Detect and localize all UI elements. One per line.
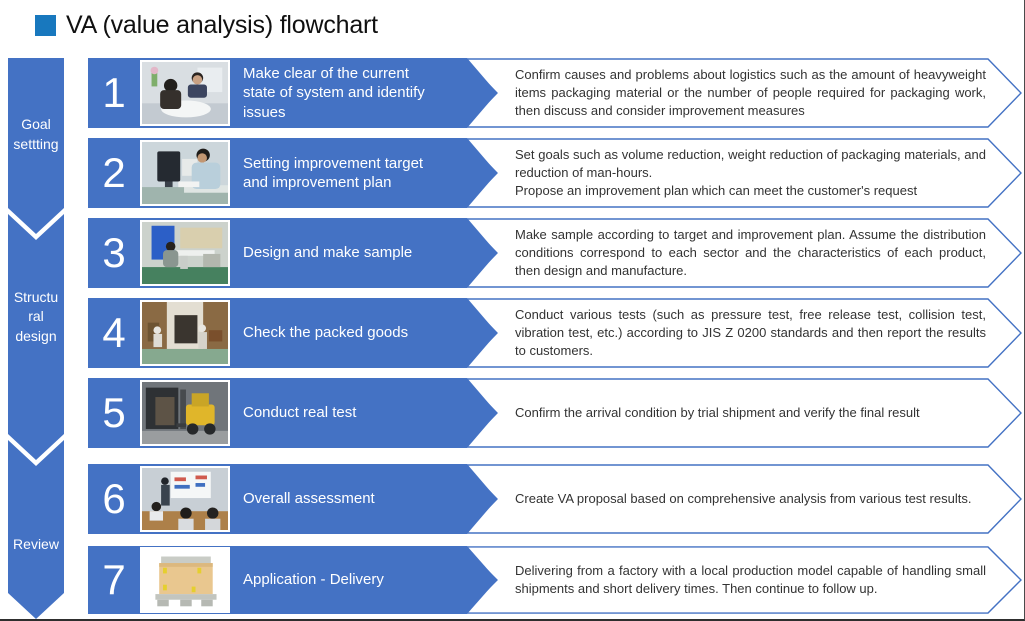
step-number: 7 <box>102 556 126 603</box>
step-description: Create VA proposal based on comprehensiv… <box>515 491 972 507</box>
step-number: 3 <box>102 229 126 276</box>
chevron-outline-icon <box>463 378 1022 448</box>
step-title: Make clear of the current state of syste… <box>243 64 425 121</box>
title-bullet-icon <box>35 15 56 36</box>
step-title: Overall assessment <box>243 490 375 508</box>
chevron-outline-icon <box>463 546 1022 614</box>
step-title: Conduct real test <box>243 404 357 422</box>
chevron-outline-icon <box>463 464 1022 534</box>
step-row-6: 6 Overall assessment <box>88 464 1022 534</box>
sample-making-photo <box>140 220 230 286</box>
step-description-shape-7: Delivering from a factory with a local p… <box>463 546 1022 614</box>
step-description-shape-5: Confirm the arrival condition by trial s… <box>463 378 1022 448</box>
step-description: Make sample according to target and impr… <box>515 227 986 278</box>
step-title: Design and make sample <box>243 244 413 262</box>
step-description-shape-2: Set goals such as volume reduction, weig… <box>463 138 1022 208</box>
step-row-5: 5 Conduct real test <box>88 378 1022 448</box>
step-row-1: 1 Make clear of the current state of sys… <box>88 58 1022 128</box>
forklift-shipment-photo <box>140 380 230 446</box>
chevron-outline-icon <box>463 218 1022 288</box>
step-arrow-1: 1 Make clear of the current state of sys… <box>88 58 497 128</box>
step-title: Check the packed goods <box>243 324 409 342</box>
step-arrow-5: 5 Conduct real test <box>88 378 497 448</box>
step-arrow-2: 2 Setting improvement target and improve… <box>88 138 497 208</box>
phase-label: Review <box>13 535 59 552</box>
step-number: 1 <box>102 69 126 116</box>
phase-arrow-review: Review <box>8 440 64 619</box>
step-number: 4 <box>102 309 126 356</box>
step-description-shape-3: Make sample according to target and impr… <box>463 218 1022 288</box>
meeting-photo <box>140 60 230 126</box>
step-row-4: 4 Check the packed goods <box>88 298 1022 368</box>
step-row-7: 7 Application - Delivery <box>88 546 1022 614</box>
chevron-outline-icon <box>463 298 1022 368</box>
step-title: Setting improvement target and improveme… <box>243 154 424 191</box>
chevron-outline-icon <box>463 58 1022 128</box>
step-description: Confirm causes and problems about logist… <box>515 67 986 118</box>
step-number: 6 <box>102 475 126 522</box>
phase-arrow-goal-setting: Goal settting <box>8 58 64 234</box>
step-row-3: 3 Design and make sample <box>88 218 1022 288</box>
packed-goods-test-photo <box>140 300 230 366</box>
step-row-2: 2 Setting improvement target and improve… <box>88 138 1022 208</box>
step-description: Set goals such as volume reduction, weig… <box>515 147 986 198</box>
computer-work-photo <box>140 140 230 206</box>
step-arrow-6: 6 Overall assessment <box>88 464 497 534</box>
phase-arrow-structural-design: Structu ral design <box>8 214 64 460</box>
step-arrow-3: 3 Design and make sample <box>88 218 497 288</box>
step-description: Conduct various tests (such as pressure … <box>515 307 986 358</box>
page-title: VA (value analysis) flowchart <box>66 11 378 39</box>
flowchart-steps: 1 Make clear of the current state of sys… <box>88 58 1022 621</box>
step-arrow-4: 4 Check the packed goods <box>88 298 497 368</box>
step-description-shape-6: Create VA proposal based on comprehensiv… <box>463 464 1022 534</box>
chevron-outline-icon <box>463 138 1022 208</box>
step-title: Application - Delivery <box>243 571 384 589</box>
step-description: Confirm the arrival condition by trial s… <box>515 405 920 421</box>
header: VA (value analysis) flowchart <box>35 11 378 40</box>
step-description-shape-1: Confirm causes and problems about logist… <box>463 58 1022 128</box>
phase-label: Structu ral design <box>13 288 59 344</box>
phase-label: Goal settting <box>13 116 59 152</box>
presentation-photo <box>140 466 230 532</box>
step-arrow-7: 7 Application - Delivery <box>88 546 497 614</box>
step-description: Delivering from a factory with a local p… <box>515 563 986 596</box>
step-number: 5 <box>102 389 126 436</box>
step-description-shape-4: Conduct various tests (such as pressure … <box>463 298 1022 368</box>
packaging-box-photo <box>140 547 230 613</box>
step-number: 2 <box>102 149 126 196</box>
